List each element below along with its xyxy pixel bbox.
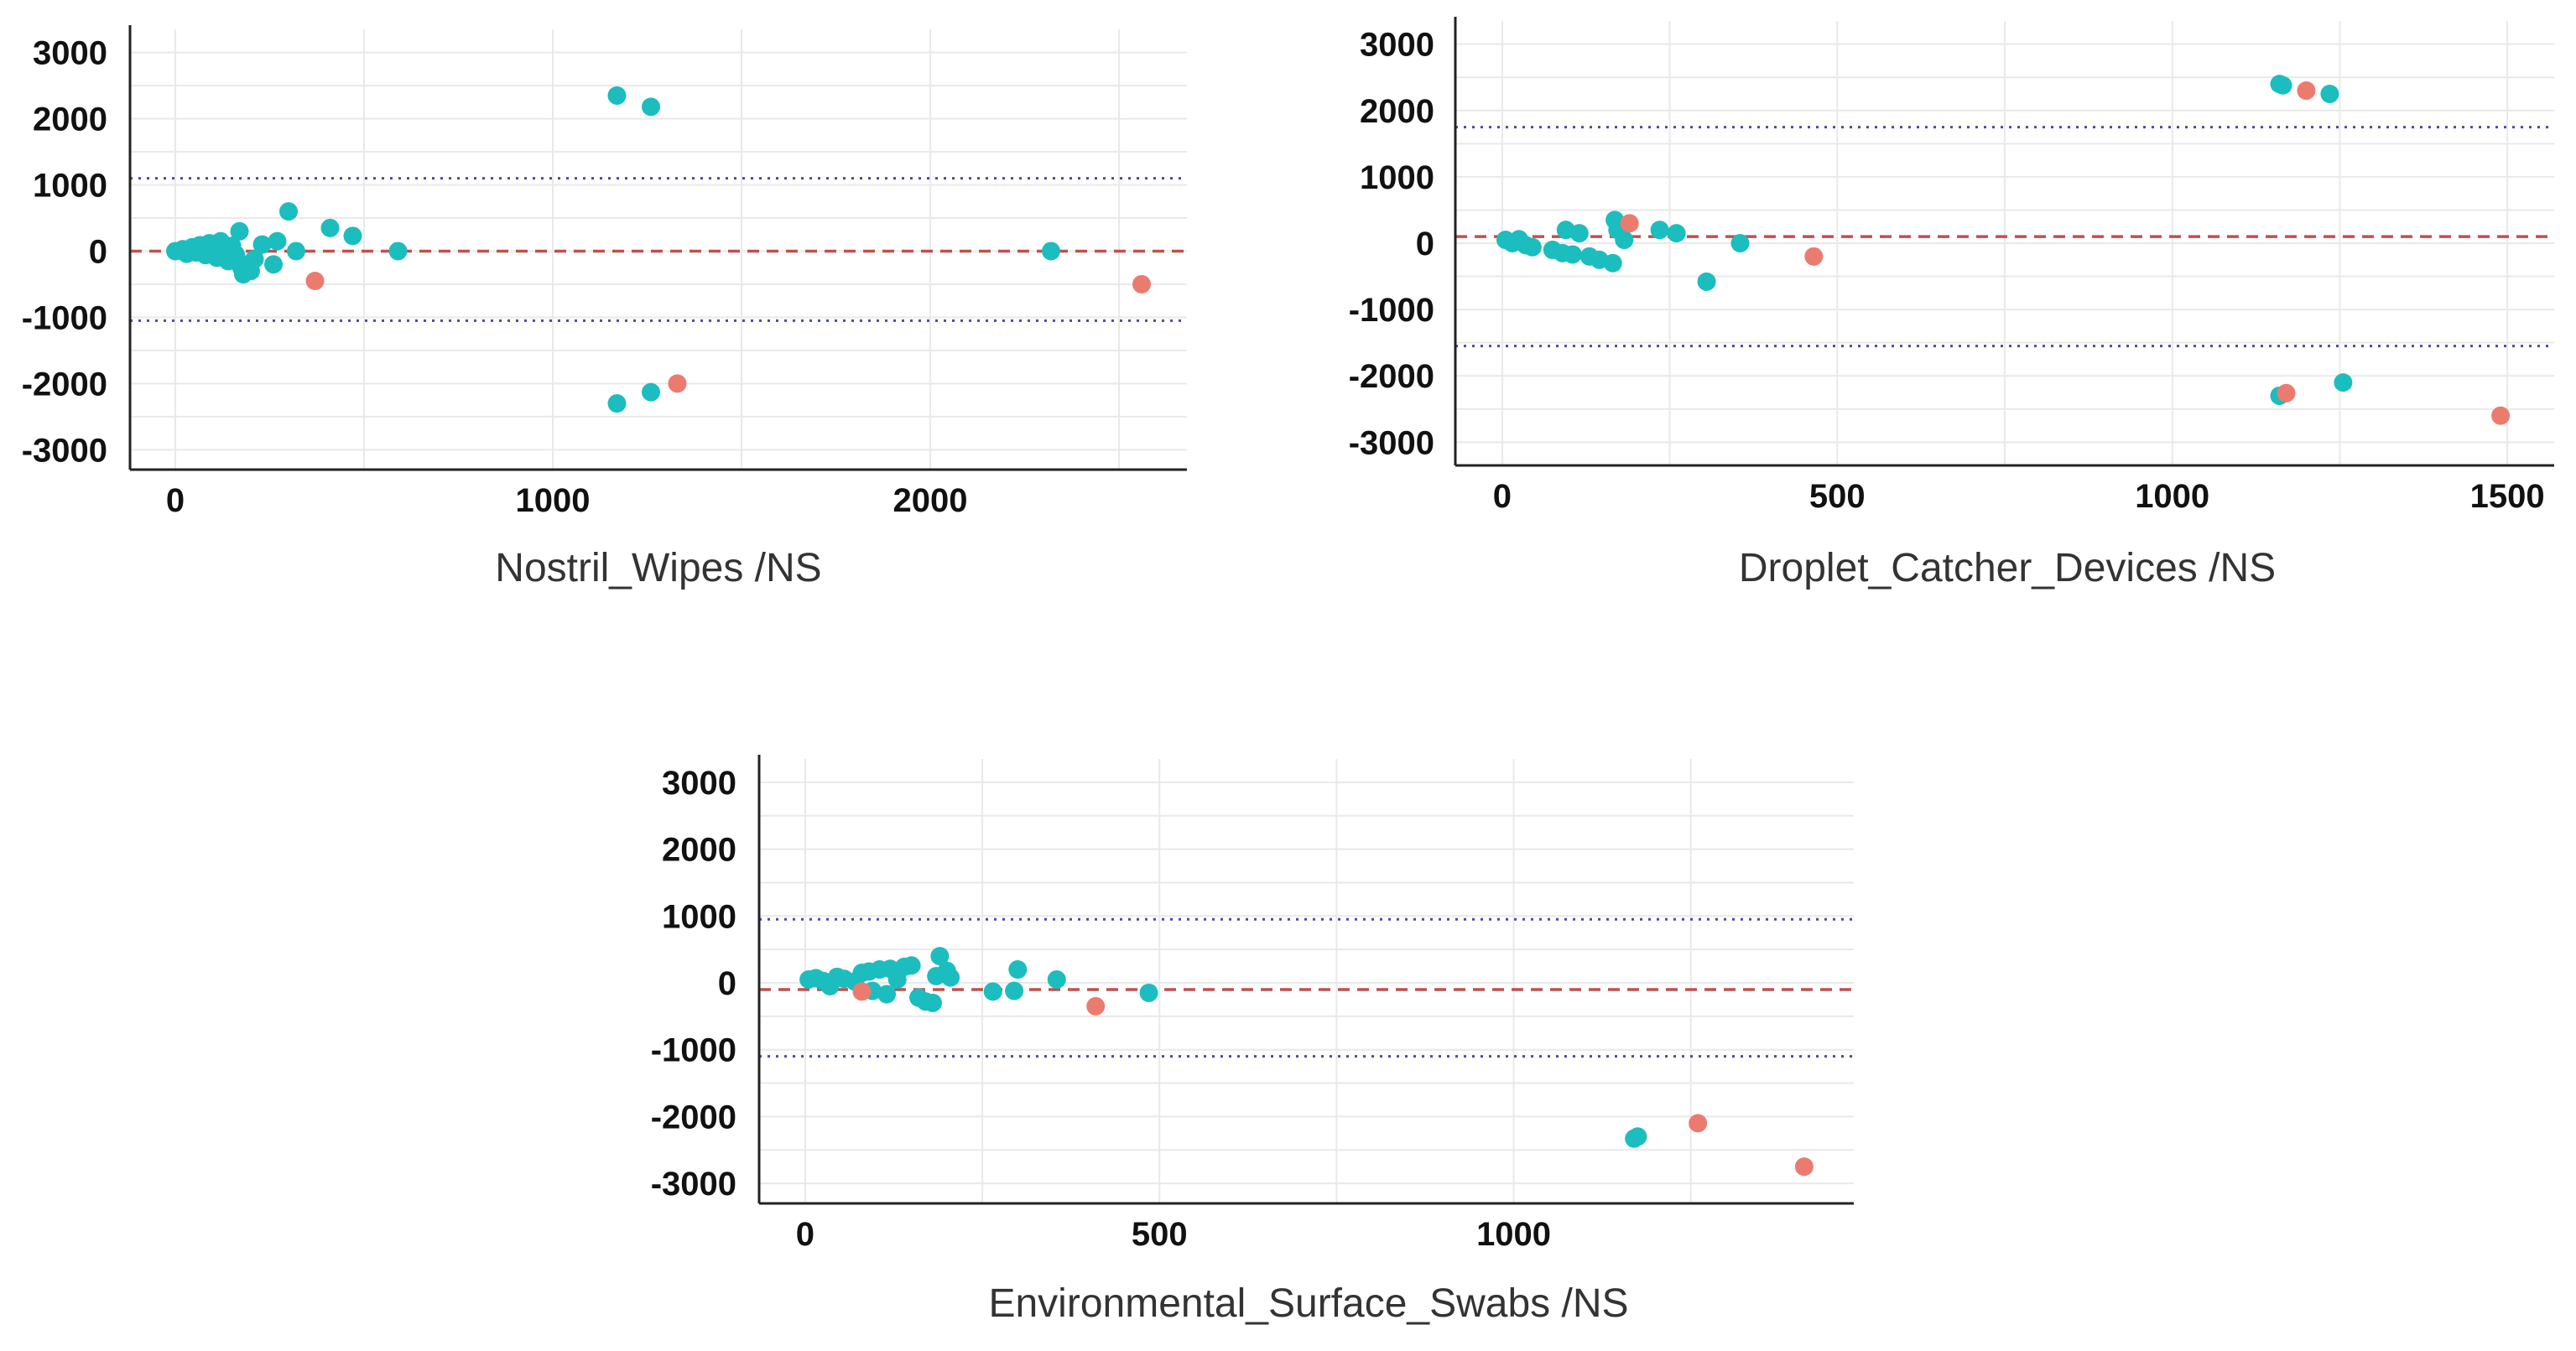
y-tick-label: 3000 xyxy=(1360,27,1434,64)
data-point xyxy=(1047,970,1066,990)
data-point xyxy=(668,374,687,393)
data-point xyxy=(642,97,660,117)
data-point xyxy=(1563,245,1582,264)
x-tick-label: 2000 xyxy=(893,482,968,519)
data-point xyxy=(1689,1114,1708,1133)
x-tick-label: 1000 xyxy=(2135,478,2209,515)
y-tick-label: 2000 xyxy=(33,101,107,138)
gridlines xyxy=(759,759,1854,1203)
chart-droplet-catcher-devices: 3000 2000 1000 0 -1000 -2000 -3000 0 500 1000 1500… xyxy=(1349,17,2554,590)
data-point xyxy=(1132,274,1151,294)
series-group_b xyxy=(852,982,1814,1177)
data-point xyxy=(1667,224,1686,243)
data-point xyxy=(2491,406,2511,425)
data-point xyxy=(1625,1129,1644,1148)
y-tick-label: 3000 xyxy=(33,35,107,72)
data-point xyxy=(1730,234,1750,252)
data-point xyxy=(1042,242,1060,261)
data-point xyxy=(1086,996,1106,1016)
data-point xyxy=(902,956,921,975)
data-point xyxy=(1522,237,1542,257)
data-point xyxy=(607,394,627,413)
gridlines xyxy=(1455,21,2554,465)
data-point xyxy=(852,982,872,1001)
y-tick-label: -2000 xyxy=(651,1099,736,1135)
data-point xyxy=(1603,253,1622,273)
y-tick-label: -2000 xyxy=(1349,358,1434,395)
data-point xyxy=(1697,272,1716,291)
y-tick-label: -1000 xyxy=(651,1032,736,1069)
data-point xyxy=(930,947,950,966)
data-point xyxy=(2334,373,2353,392)
data-point xyxy=(1569,224,1589,243)
data-point xyxy=(245,249,264,268)
data-point xyxy=(877,985,897,1004)
data-point xyxy=(2273,75,2292,95)
data-point xyxy=(2277,383,2296,403)
x-tick-label: 1000 xyxy=(516,482,591,519)
data-point xyxy=(268,231,287,251)
series-group_b xyxy=(305,272,1151,393)
y-tick-label: 1000 xyxy=(33,168,107,205)
series-group_b xyxy=(1620,81,2511,425)
data-point xyxy=(388,242,408,261)
data-point xyxy=(252,235,272,254)
data-point xyxy=(1615,231,1634,250)
x-tick-label: 0 xyxy=(1493,478,1512,515)
x-tick-label: 500 xyxy=(1809,478,1866,515)
data-point xyxy=(287,242,305,261)
y-tick-label: -3000 xyxy=(1349,424,1434,461)
data-point xyxy=(2297,81,2316,101)
y-tick-label: 0 xyxy=(718,965,736,1002)
x-tick-label: 0 xyxy=(796,1216,814,1253)
series-group_a xyxy=(166,86,1060,413)
data-point xyxy=(983,982,1002,1001)
data-point xyxy=(923,993,942,1012)
x-axis-title: Nostril_Wipes /NS xyxy=(495,546,821,590)
chart-environmental-surface-swabs: 3000 2000 1000 0 -1000 -2000 -3000 0 500 1000 Envi… xyxy=(651,755,1854,1326)
data-point xyxy=(320,218,340,237)
chart-nostril-wipes: 3000 2000 1000 0 -1000 -2000 -3000 0 1000 2000 Nos… xyxy=(22,25,1187,590)
data-point xyxy=(941,968,960,987)
x-tick-label: 0 xyxy=(166,482,185,519)
data-point xyxy=(1139,983,1158,1002)
y-tick-label: -3000 xyxy=(22,432,107,469)
y-tick-label: 1000 xyxy=(1360,159,1434,196)
series-group_a xyxy=(799,947,1647,1148)
data-point xyxy=(264,255,283,274)
x-axis-title: Environmental_Surface_Swabs /NS xyxy=(988,1281,1628,1326)
y-tick-label: 2000 xyxy=(662,832,736,869)
data-point xyxy=(230,221,249,241)
y-tick-label: 1000 xyxy=(662,898,736,935)
y-tick-label: -2000 xyxy=(22,366,107,403)
x-tick-label: 1000 xyxy=(1476,1216,1551,1253)
data-point xyxy=(607,86,627,105)
data-point xyxy=(1650,221,1669,240)
y-tick-label: 0 xyxy=(1416,226,1434,262)
series-group_a xyxy=(1496,75,2353,405)
data-point xyxy=(343,226,362,246)
data-point xyxy=(305,272,325,290)
y-tick-label: -1000 xyxy=(1349,292,1434,329)
x-tick-label: 500 xyxy=(1132,1216,1188,1253)
y-tick-label: 2000 xyxy=(1360,93,1434,130)
data-point xyxy=(2320,85,2339,104)
y-tick-label: -3000 xyxy=(651,1166,736,1203)
y-tick-label: 3000 xyxy=(662,765,736,802)
x-tick-label: 1500 xyxy=(2470,478,2545,515)
data-point xyxy=(642,382,660,402)
data-point xyxy=(1620,214,1639,233)
x-axis-title: Droplet_Catcher_Devices /NS xyxy=(1739,546,2276,590)
y-tick-label: 0 xyxy=(89,233,107,270)
y-tick-label: -1000 xyxy=(22,299,107,336)
data-point xyxy=(279,202,298,221)
data-point xyxy=(1005,981,1024,1000)
data-point xyxy=(1008,960,1028,979)
data-point xyxy=(1804,247,1824,266)
data-point xyxy=(1794,1157,1814,1177)
